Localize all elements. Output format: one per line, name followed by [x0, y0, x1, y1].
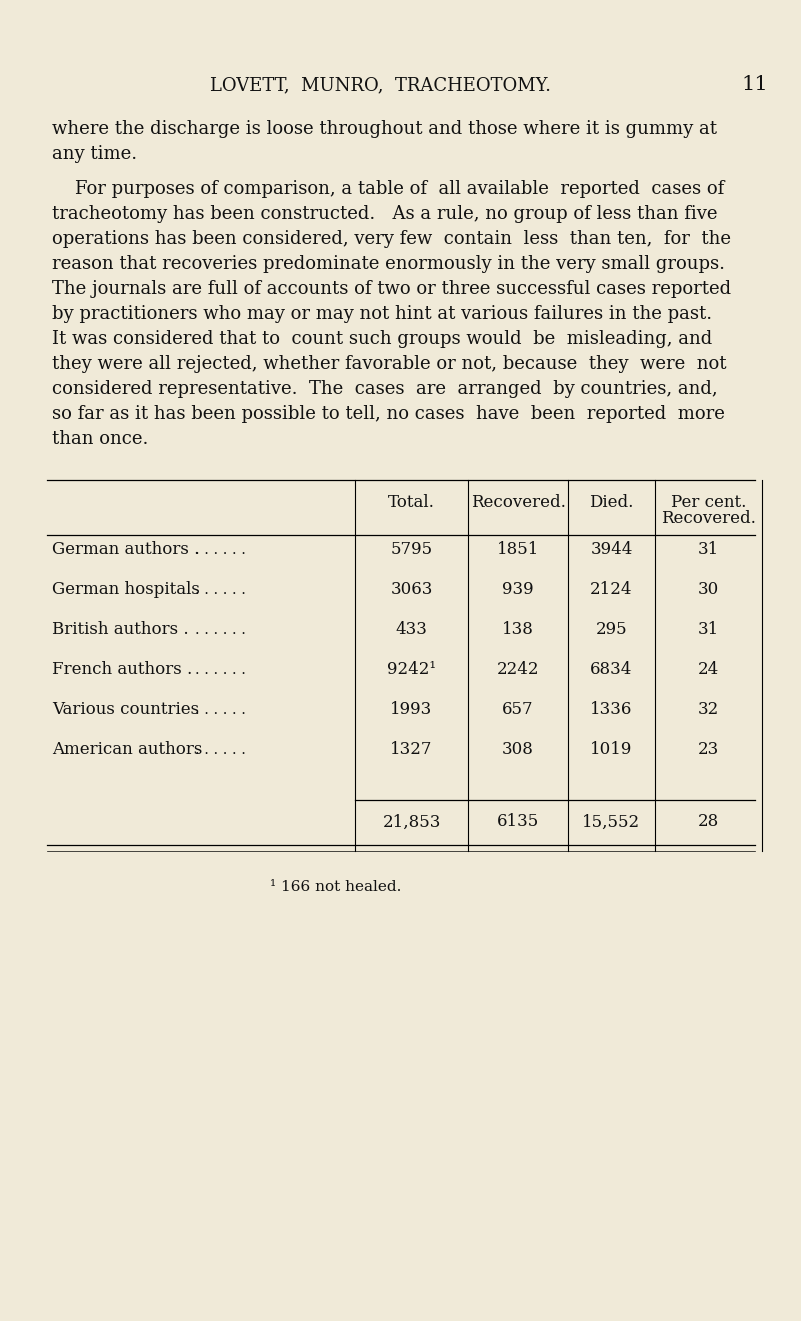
Text: 1993: 1993: [390, 701, 433, 719]
Text: 3944: 3944: [590, 542, 633, 559]
Text: . . . . . .: . . . . . .: [195, 742, 246, 757]
Text: LOVETT,  MUNRO,  TRACHEOTOMY.: LOVETT, MUNRO, TRACHEOTOMY.: [210, 77, 550, 94]
Text: 23: 23: [698, 741, 719, 758]
Text: so far as it has been possible to tell, no cases  have  been  reported  more: so far as it has been possible to tell, …: [52, 406, 725, 423]
Text: 31: 31: [698, 542, 719, 559]
Text: by practitioners who may or may not hint at various failures in the past.: by practitioners who may or may not hint…: [52, 305, 712, 324]
Text: ¹ 166 not healed.: ¹ 166 not healed.: [270, 880, 401, 894]
Text: It was considered that to  count such groups would  be  misleading, and: It was considered that to count such gro…: [52, 330, 712, 347]
Text: . . . . . .: . . . . . .: [195, 663, 246, 676]
Text: . . . . . .: . . . . . .: [195, 583, 246, 597]
Text: . . . . . .: . . . . . .: [195, 543, 246, 557]
Text: 1327: 1327: [390, 741, 433, 758]
Text: reason that recoveries predominate enormously in the very small groups.: reason that recoveries predominate enorm…: [52, 255, 725, 273]
Text: 1336: 1336: [590, 701, 633, 719]
Text: where the discharge is loose throughout and those where it is gummy at: where the discharge is loose throughout …: [52, 120, 717, 137]
Text: 308: 308: [502, 741, 534, 758]
Text: 3063: 3063: [390, 581, 433, 598]
Text: American authors: American authors: [52, 741, 203, 758]
Text: considered representative.  The  cases  are  arranged  by countries, and,: considered representative. The cases are…: [52, 380, 718, 398]
Text: The journals are full of accounts of two or three successful cases reported: The journals are full of accounts of two…: [52, 280, 731, 299]
Text: 31: 31: [698, 621, 719, 638]
Text: Various countries: Various countries: [52, 701, 199, 719]
Text: 11: 11: [742, 75, 768, 95]
Text: 138: 138: [502, 621, 534, 638]
Text: . . . . . .: . . . . . .: [195, 624, 246, 637]
Text: they were all rejected, whether favorable or not, because  they  were  not: they were all rejected, whether favorabl…: [52, 355, 727, 373]
Text: 30: 30: [698, 581, 719, 598]
Text: 6834: 6834: [590, 662, 633, 679]
Text: Per cent.: Per cent.: [670, 494, 747, 511]
Text: 2124: 2124: [590, 581, 633, 598]
Text: Total.: Total.: [388, 494, 435, 511]
Text: 9242¹: 9242¹: [387, 662, 436, 679]
Text: 32: 32: [698, 701, 719, 719]
Text: 15,552: 15,552: [582, 814, 641, 831]
Text: British authors .: British authors .: [52, 621, 188, 638]
Text: 6135: 6135: [497, 814, 539, 831]
Text: 28: 28: [698, 814, 719, 831]
Text: 24: 24: [698, 662, 719, 679]
Text: 657: 657: [502, 701, 533, 719]
Text: German hospitals: German hospitals: [52, 581, 200, 598]
Text: Recovered.: Recovered.: [661, 510, 756, 527]
Text: Recovered.: Recovered.: [470, 494, 566, 511]
Text: 939: 939: [502, 581, 533, 598]
Text: operations has been considered, very few  contain  less  than ten,  for  the: operations has been considered, very few…: [52, 230, 731, 248]
Text: 433: 433: [396, 621, 428, 638]
Text: Died.: Died.: [590, 494, 634, 511]
Text: . . . . . .: . . . . . .: [195, 703, 246, 717]
Text: any time.: any time.: [52, 145, 137, 162]
Text: 21,853: 21,853: [382, 814, 441, 831]
Text: German authors .: German authors .: [52, 542, 199, 559]
Text: For purposes of comparison, a table of  all available  reported  cases of: For purposes of comparison, a table of a…: [52, 180, 724, 198]
Text: 295: 295: [596, 621, 627, 638]
Text: than once.: than once.: [52, 431, 148, 448]
Text: French authors .: French authors .: [52, 662, 192, 679]
Text: 2242: 2242: [497, 662, 539, 679]
Text: 1851: 1851: [497, 542, 539, 559]
Text: 1019: 1019: [590, 741, 633, 758]
Text: 5795: 5795: [390, 542, 433, 559]
Text: tracheotomy has been constructed.   As a rule, no group of less than five: tracheotomy has been constructed. As a r…: [52, 205, 718, 223]
